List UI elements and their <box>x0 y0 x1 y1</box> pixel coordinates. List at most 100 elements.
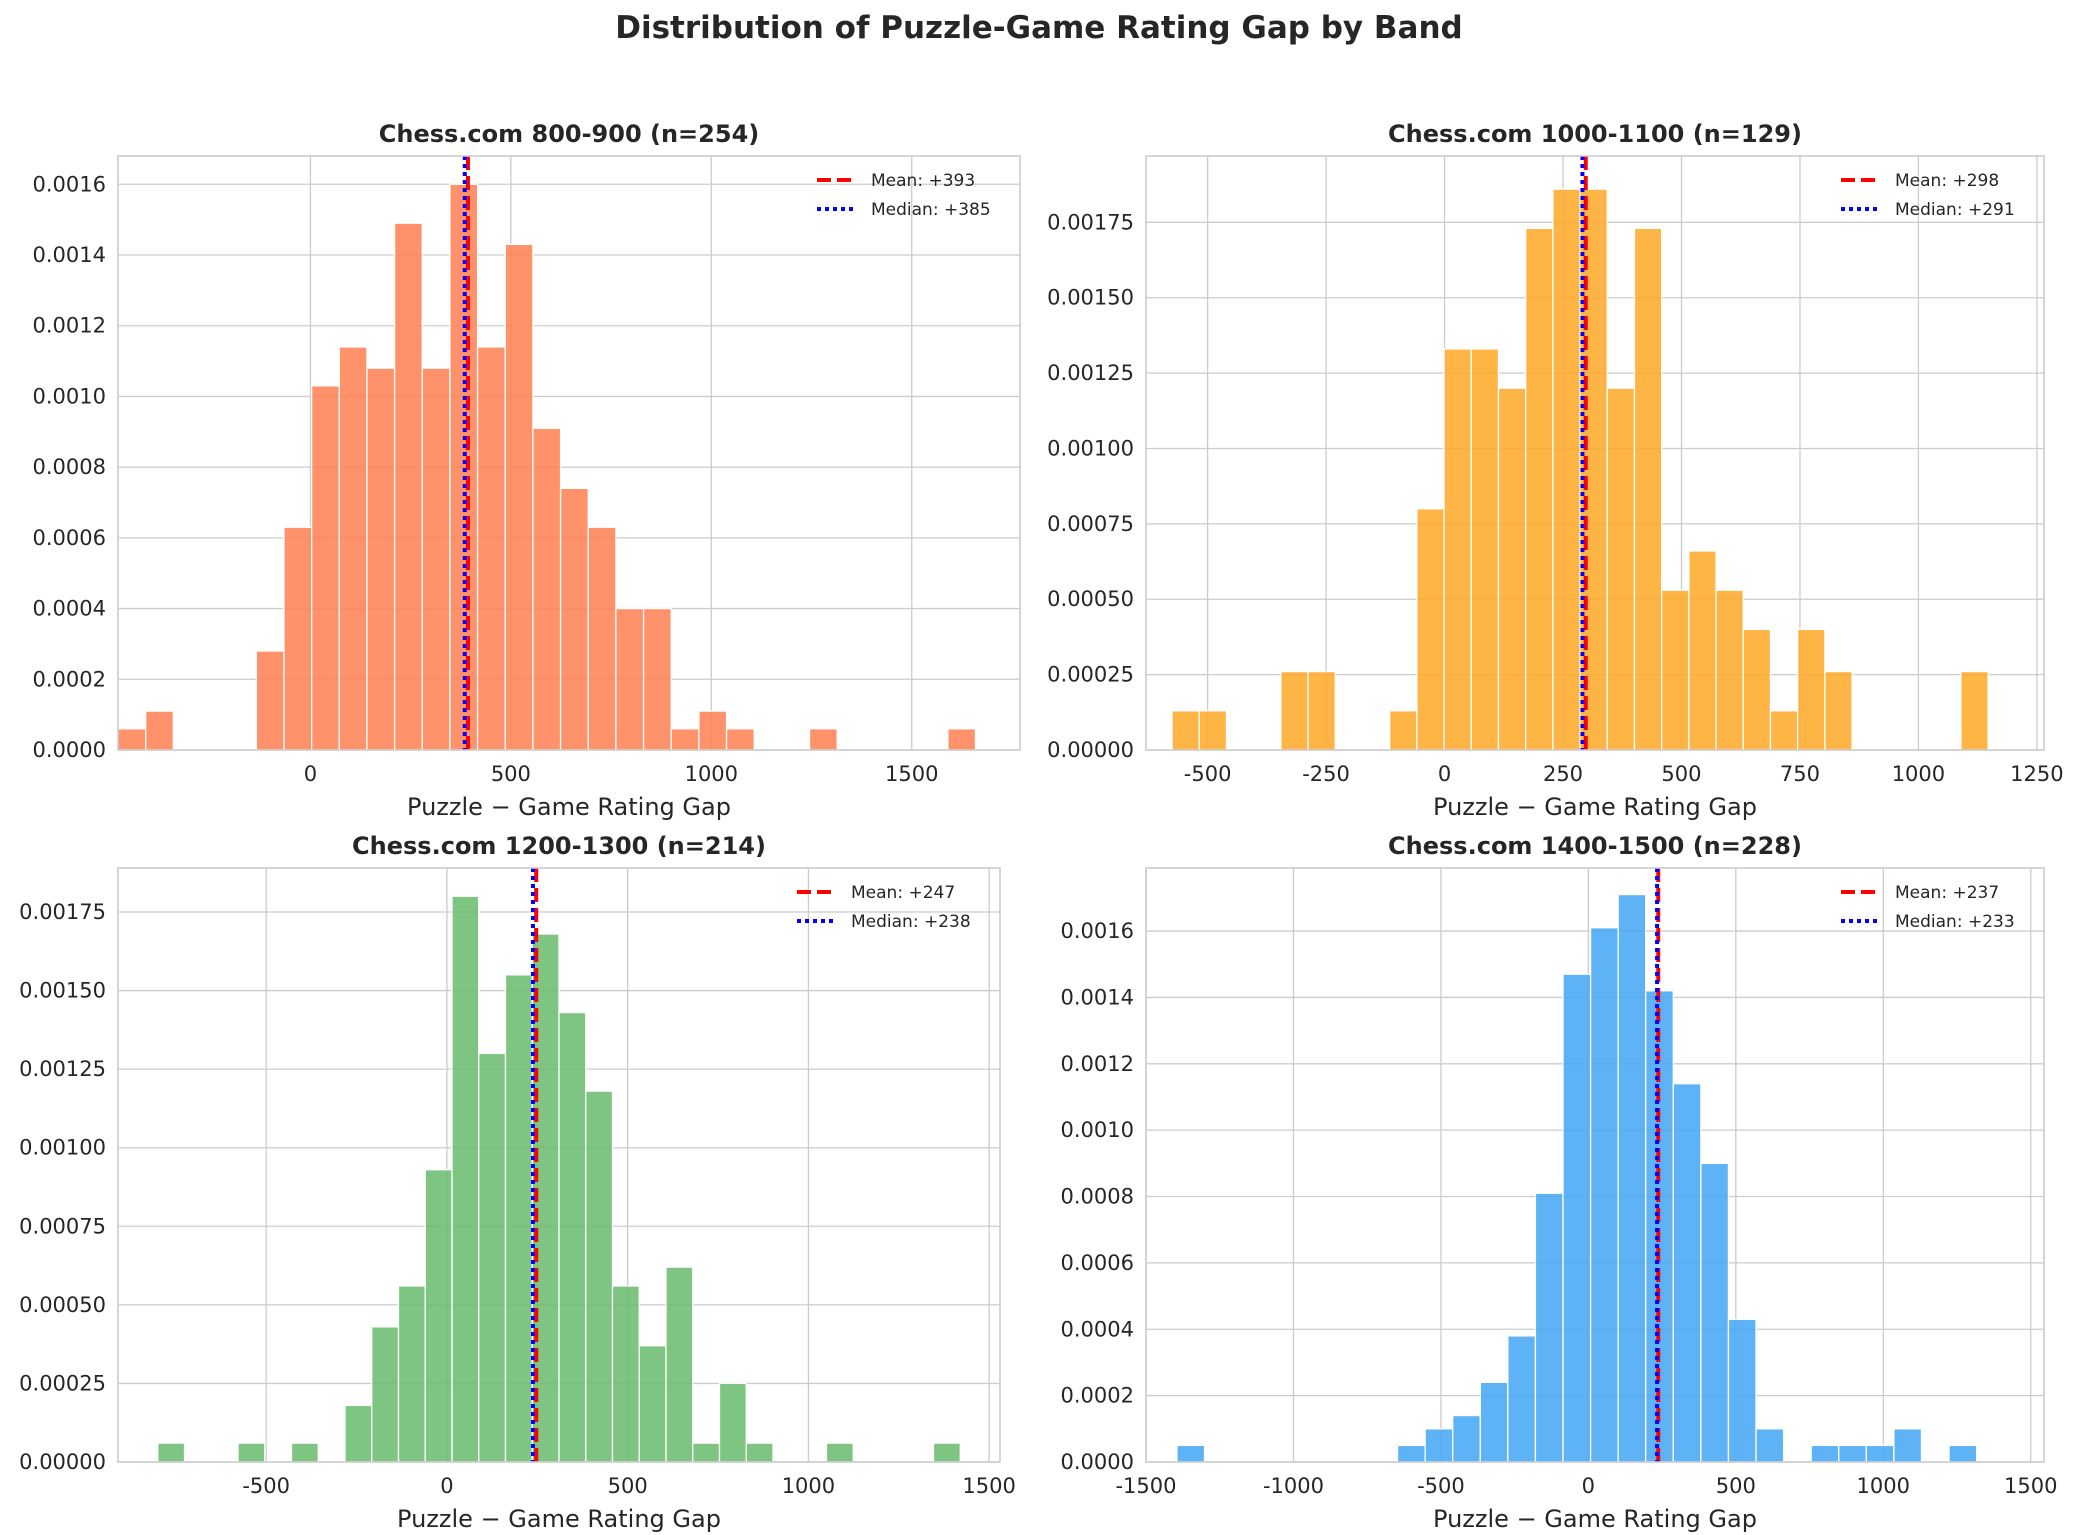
histogram-bar <box>1715 589 1744 751</box>
histogram-bar <box>451 895 480 1463</box>
histogram-bar <box>718 1382 747 1463</box>
histogram-bar <box>1589 927 1619 1463</box>
histogram-bar <box>1525 227 1554 751</box>
histogram-bar <box>947 728 977 751</box>
histogram-bar <box>1797 628 1826 751</box>
y-tick-label: 0.0014 <box>1061 985 1134 1009</box>
x-tick-label: 750 <box>1780 762 1820 786</box>
subplot-title: Chess.com 1000-1100 (n=129) <box>1388 120 1802 148</box>
histogram-bar <box>642 607 672 751</box>
histogram-bar <box>157 1442 186 1463</box>
subplot-title: Chess.com 1400-1500 (n=228) <box>1388 832 1802 860</box>
x-tick-label: 1000 <box>782 1474 835 1498</box>
histogram-bar <box>1307 670 1336 751</box>
y-tick-label: 0.0006 <box>33 526 106 550</box>
histogram-bar <box>1280 670 1309 751</box>
histogram-bar <box>638 1345 667 1463</box>
histogram-bar <box>1176 1444 1206 1463</box>
y-tick-label: 0.00025 <box>19 1371 106 1395</box>
y-tick-label: 0.0000 <box>1061 1450 1134 1474</box>
histogram-bar <box>1606 387 1636 751</box>
histogram-bar <box>1661 589 1690 751</box>
histogram-bar <box>1769 710 1799 751</box>
histogram-bar <box>1416 508 1445 751</box>
histogram-bar <box>1824 670 1853 751</box>
legend-mean-label: Mean: +298 <box>1895 171 1999 191</box>
histogram-bar <box>504 243 534 751</box>
panel-1400-1500: Chess.com 1400-1500 (n=228) 0.0000 0.0002 0… <box>1061 832 2058 1533</box>
histogram-bar <box>1838 1444 1867 1463</box>
subplots: Chess.com 800-900 (n=254) 0.0000 0.0002 0.0… <box>19 120 2063 1533</box>
y-tick-label: 0.00125 <box>19 1057 106 1081</box>
histogram-bar <box>344 1404 373 1463</box>
x-tick-label: 1000 <box>1857 1474 1910 1498</box>
histogram-bar <box>1617 893 1647 1463</box>
x-tick-label: 250 <box>1543 762 1583 786</box>
y-tick-label: 0.0004 <box>33 597 106 621</box>
y-tick-label: 0.00000 <box>1047 738 1134 762</box>
x-tick-label: 500 <box>1716 1474 1756 1498</box>
histogram-bar <box>558 1011 587 1463</box>
y-tick-label: 0.00050 <box>1047 587 1134 611</box>
x-tick-label: 500 <box>491 762 531 786</box>
histogram-bar <box>1562 973 1592 1463</box>
y-tick-label: 0.00175 <box>19 900 106 924</box>
histogram-bar <box>1424 1428 1454 1463</box>
histogram-bar <box>393 222 423 751</box>
x-tick-label: 1000 <box>685 762 738 786</box>
histogram-bar <box>1633 227 1663 751</box>
y-tick-label: 0.00075 <box>1047 512 1134 536</box>
x-tick-label: 1500 <box>885 762 938 786</box>
legend-mean-label: Mean: +247 <box>851 883 955 903</box>
y-tick-label: 0.0012 <box>33 314 106 338</box>
y-tick-label: 0.0010 <box>1061 1118 1134 1142</box>
y-tick-label: 0.0008 <box>1061 1185 1134 1209</box>
histogram-bar <box>371 1326 400 1463</box>
x-tick-label: 0 <box>1438 762 1451 786</box>
axes-frame <box>1145 867 2045 1463</box>
panel-800-900: Chess.com 800-900 (n=254) 0.0000 0.0002 0.0… <box>33 120 1021 821</box>
histogram-bar <box>1198 710 1228 751</box>
legend-mean-label: Mean: +393 <box>871 171 975 191</box>
histogram-bar <box>1700 1162 1730 1463</box>
y-tick-label: 0.0002 <box>33 667 106 691</box>
y-tick-label: 0.00100 <box>1047 436 1134 460</box>
x-tick-label: 1500 <box>2004 1474 2057 1498</box>
y-tick-label: 0.00100 <box>19 1136 106 1160</box>
histogram-bar <box>585 1090 614 1463</box>
x-tick-label: 1500 <box>962 1474 1015 1498</box>
panel-1200-1300: Chess.com 1200-1300 (n=214) 0.00000 0.0002… <box>19 832 1016 1533</box>
histogram-bar <box>698 710 728 751</box>
y-tick-label: 0.0010 <box>33 384 106 408</box>
histogram-bar <box>587 526 617 751</box>
x-tick-label: 1000 <box>1892 762 1945 786</box>
histogram-bar <box>1479 1381 1509 1463</box>
legend-median-label: Median: +291 <box>1895 200 2015 220</box>
histogram-bar <box>255 650 285 751</box>
histogram-bar <box>1497 387 1527 751</box>
y-tick-label: 0.00075 <box>19 1214 106 1238</box>
x-tick-label: -500 <box>1417 1474 1465 1498</box>
histogram-bar <box>1688 550 1717 751</box>
y-tick-label: 0.00025 <box>1047 663 1134 687</box>
histogram-bar <box>1742 628 1772 751</box>
y-tick-label: 0.00175 <box>1047 210 1134 234</box>
y-tick-label: 0.00050 <box>19 1293 106 1317</box>
legend-median-label: Median: +238 <box>851 912 971 932</box>
y-tick-label: 0.00125 <box>1047 361 1134 385</box>
subplot-title: Chess.com 1200-1300 (n=214) <box>352 832 766 860</box>
histogram-bar <box>397 1285 426 1463</box>
histogram-bar <box>665 1266 694 1463</box>
histogram-bar <box>478 1052 507 1463</box>
x-tick-label: 500 <box>608 1474 648 1498</box>
histogram-bar <box>476 346 506 751</box>
histogram-bar <box>1893 1428 1923 1463</box>
histogram-bar <box>1507 1335 1537 1463</box>
axes-frame <box>1145 155 2045 751</box>
histogram-bar <box>338 346 368 751</box>
y-tick-label: 0.0016 <box>1061 919 1134 943</box>
histogram-bar <box>145 710 174 751</box>
subplot-title: Chess.com 800-900 (n=254) <box>379 120 759 148</box>
x-axis-label: Puzzle − Game Rating Gap <box>407 793 731 821</box>
